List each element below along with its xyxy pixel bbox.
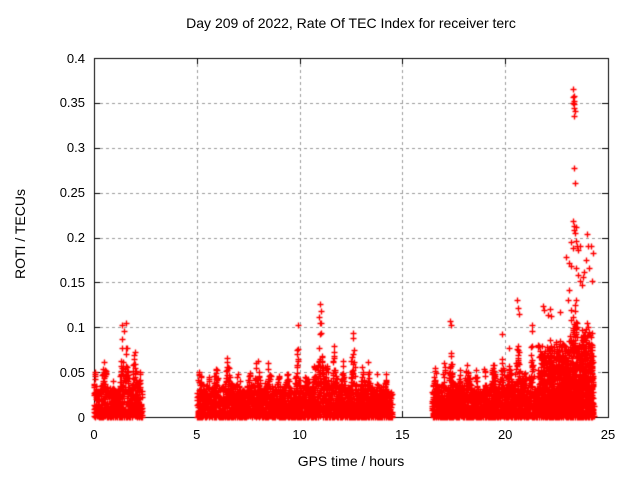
x-tick-label: 25 [600,427,616,442]
x-axis-label: GPS time / hours [297,453,405,469]
y-tick-label: 0.4 [66,50,85,66]
y-tick-label: 0.3 [66,140,85,156]
x-tick-label: 10 [292,427,307,442]
y-tick-label: 0.25 [59,185,85,201]
y-tick-label: 0 [77,409,85,425]
y-tick-label: 0.35 [59,95,85,111]
chart-title: Day 209 of 2022, Rate Of TEC Index for r… [186,15,516,31]
x-tick-label: 15 [395,427,410,442]
x-tick-label: 5 [193,427,201,442]
y-tick-label: 0.15 [59,274,85,290]
y-tick-label: 0.2 [66,230,85,245]
y-tick-label: 0.1 [66,319,85,335]
x-tick-label: 20 [497,427,513,442]
y-tick-label: 0.05 [59,364,85,380]
x-tick-label: 0 [90,427,98,442]
